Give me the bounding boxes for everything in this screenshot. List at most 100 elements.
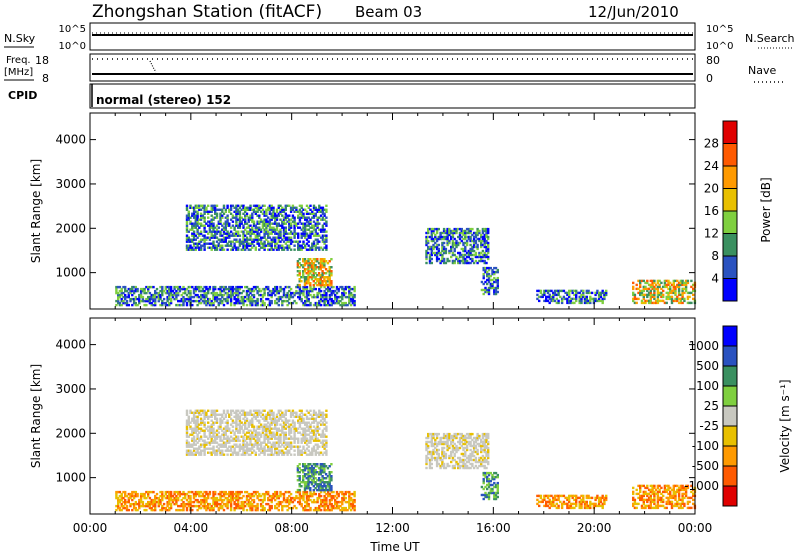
power-echo-cell [663, 285, 667, 289]
power-echo-cell [476, 261, 479, 265]
power-echo-cell [649, 289, 652, 293]
velocity-echo-cell [268, 494, 272, 498]
power-echo-cell [185, 230, 189, 233]
velocity-echo-cell [173, 490, 176, 494]
power-echo-cell [453, 259, 456, 263]
velocity-echo-cell [229, 449, 233, 452]
velocity-echo-cell [279, 417, 282, 420]
velocity-echo-cell [214, 449, 217, 452]
velocity-echo-cell [235, 492, 238, 496]
power-echo-cell [309, 230, 312, 233]
power-echo-cell [487, 276, 491, 280]
power-echo-cell [185, 208, 189, 211]
power-echo-cell [203, 204, 206, 207]
velocity-echo-cell [198, 494, 201, 498]
power-echo-cell [291, 214, 295, 217]
velocity-echo-cell [298, 453, 302, 456]
power-echo-cell [307, 272, 310, 275]
power-echo-cell [674, 299, 677, 303]
power-ytick-label: 1000 [55, 266, 86, 280]
power-echo-cell [115, 287, 118, 291]
velocity-echo-cell [305, 481, 308, 484]
velocity-echo-cell [127, 500, 130, 504]
velocity-echo-cell [325, 421, 328, 424]
velocity-echo-cell [189, 443, 192, 446]
power-echo-cell [327, 303, 330, 307]
power-echo-cell [538, 299, 541, 303]
power-echo-cell [494, 288, 498, 292]
velocity-echo-cell [259, 423, 263, 426]
power-echo-cell [224, 228, 227, 231]
velocity-echo-cell [212, 492, 215, 496]
power-echo-cell [136, 289, 139, 293]
power-echo-cell [169, 285, 173, 289]
power-colorbar-tick-label: 28 [704, 137, 719, 151]
power-echo-cell [228, 244, 231, 247]
power-echo-cell [316, 208, 319, 211]
power-echo-cell [177, 293, 180, 297]
velocity-echo-cell [281, 429, 284, 432]
velocity-echo-cell [267, 508, 270, 512]
power-echo-cell [212, 206, 215, 209]
power-echo-cell [162, 297, 166, 301]
power-echo-cell [649, 291, 652, 295]
power-echo-cell [480, 251, 483, 255]
velocity-echo-cell [244, 504, 247, 508]
power-echo-cell [321, 210, 325, 213]
power-echo-cell [281, 248, 284, 251]
velocity-echo-cell [203, 433, 206, 436]
power-echo-cell [235, 220, 238, 223]
power-echo-cell [330, 283, 333, 287]
power-echo-cell [481, 255, 485, 259]
power-echo-cell [258, 216, 261, 219]
power-echo-cell [314, 228, 317, 231]
velocity-echo-cell [161, 496, 164, 500]
power-echo-cell [187, 210, 190, 213]
velocity-echo-cell [122, 506, 125, 510]
power-echo-cell [677, 287, 681, 291]
velocity-echo-cell [208, 429, 212, 432]
power-echo-cell [268, 248, 272, 251]
power-echo-cell [237, 297, 240, 301]
power-echo-cell [583, 301, 587, 305]
power-echo-cell [282, 222, 286, 225]
power-echo-cell [233, 232, 236, 235]
power-echo-cell [247, 242, 250, 245]
power-echo-cell [215, 230, 219, 233]
velocity-echo-cell [194, 411, 197, 414]
power-echo-cell [258, 214, 261, 217]
velocity-echo-cell [247, 411, 250, 414]
power-echo-cell [192, 230, 196, 233]
power-echo-cell [484, 268, 487, 272]
power-echo-cell [566, 293, 569, 297]
power-echo-cell [458, 241, 462, 245]
power-echo-cell [303, 260, 307, 263]
velocity-echo-cell [122, 504, 125, 508]
power-echo-cell [485, 261, 488, 265]
velocity-echo-cell [238, 419, 242, 422]
power-echo-cell [309, 303, 312, 307]
power-echo-cell [203, 240, 206, 243]
velocity-echo-cell [249, 504, 252, 508]
power-echo-cell [263, 244, 266, 247]
velocity-echo-cell [275, 496, 279, 500]
power-echo-cell [194, 224, 197, 227]
velocity-echo-cell [311, 494, 314, 498]
power-echo-cell [640, 293, 644, 297]
power-echo-cell [270, 240, 273, 243]
velocity-echo-cell [203, 443, 206, 446]
velocity-echo-cell [203, 429, 206, 432]
velocity-echo-cell [327, 490, 330, 494]
velocity-echo-cell [256, 447, 259, 450]
velocity-echo-cell [247, 504, 250, 508]
power-echo-cell [632, 281, 635, 285]
power-echo-cell [224, 232, 227, 235]
power-echo-cell [314, 230, 317, 233]
velocity-echo-cell [304, 449, 307, 452]
power-echo-cell [244, 208, 247, 211]
velocity-echo-cell [235, 490, 238, 494]
velocity-echo-cell [247, 429, 250, 432]
power-echo-cell [259, 230, 263, 233]
power-echo-cell [222, 285, 226, 289]
power-echo-cell [317, 280, 321, 283]
